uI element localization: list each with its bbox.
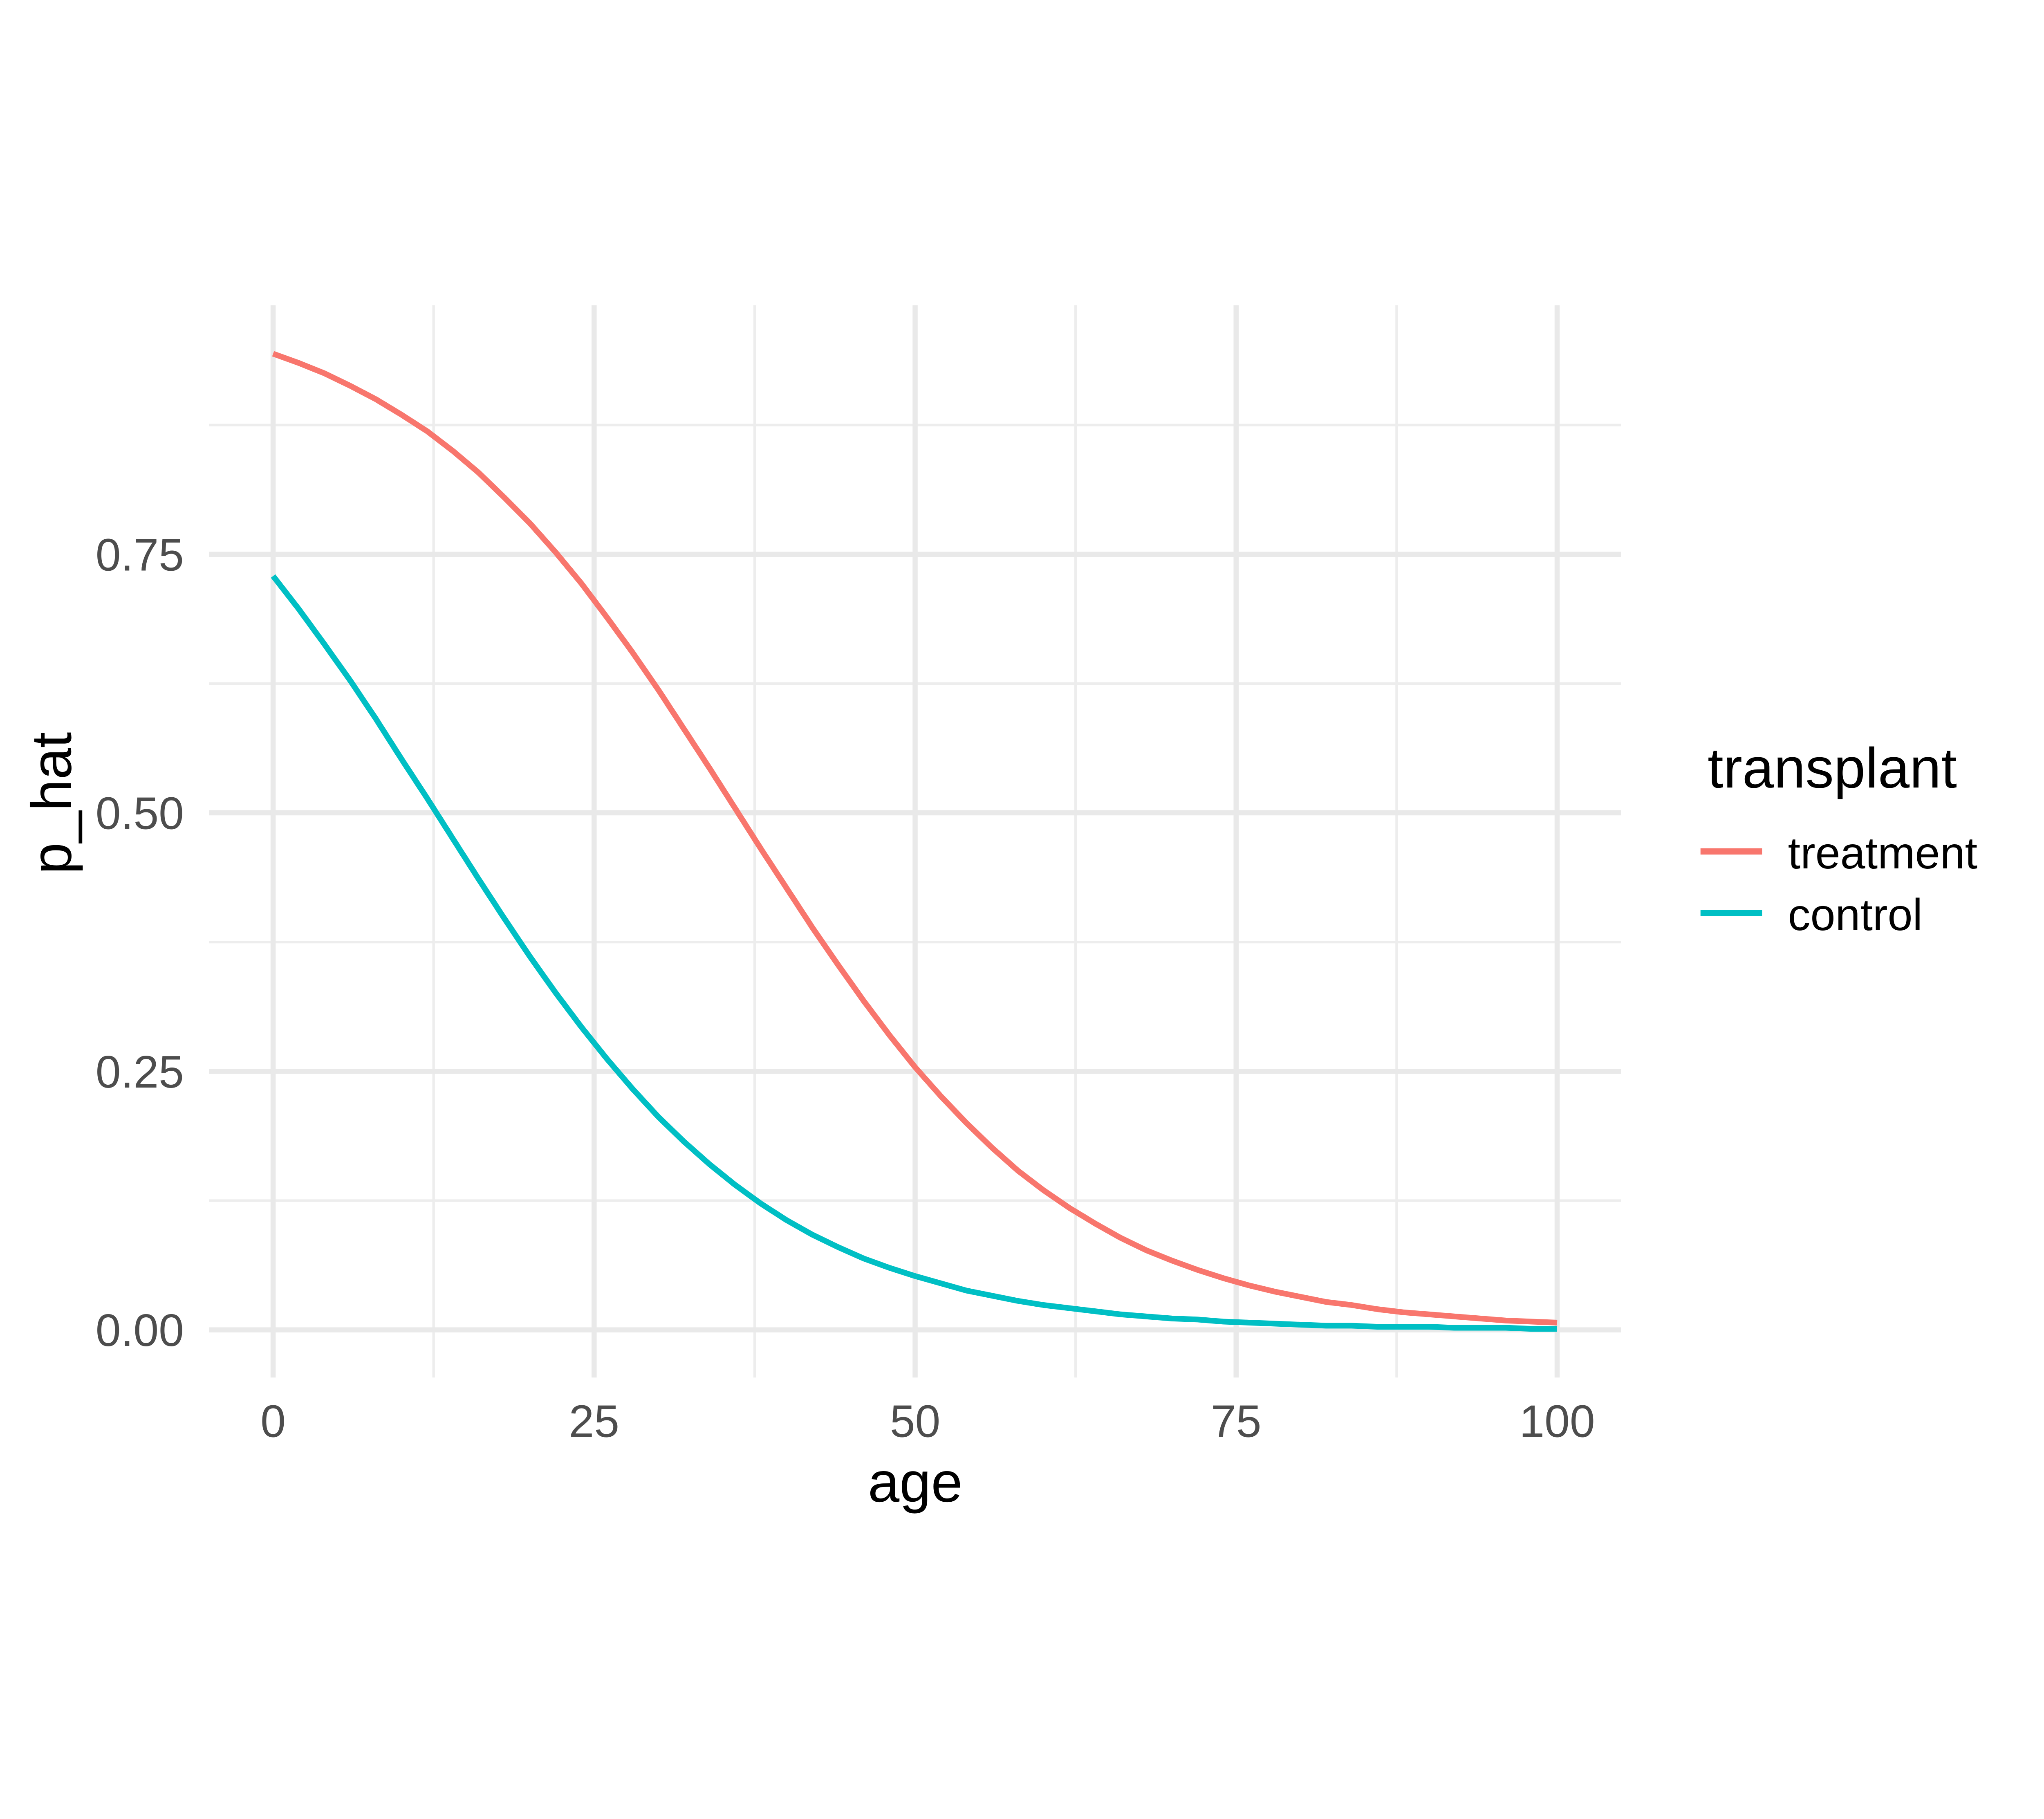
series-line-treatment bbox=[272, 351, 1558, 1326]
y-axis-title: p_hat bbox=[20, 732, 83, 875]
x-tick-label: 50 bbox=[890, 1395, 941, 1447]
x-axis-title: age bbox=[868, 1451, 963, 1514]
x-tick-label: 100 bbox=[1519, 1395, 1595, 1447]
legend-title: transplant bbox=[1708, 736, 1957, 800]
chart-background bbox=[0, 278, 2044, 1541]
y-tick-label: 0.25 bbox=[96, 1046, 184, 1097]
x-tick-label: 0 bbox=[260, 1395, 286, 1447]
series-lines bbox=[271, 351, 1558, 1332]
x-tick-label: 25 bbox=[569, 1395, 620, 1447]
legend-label-control: control bbox=[1788, 890, 1923, 940]
major-gridlines bbox=[209, 305, 1621, 1378]
series-line-control bbox=[271, 574, 1558, 1332]
y-tick-label: 0.50 bbox=[96, 788, 184, 839]
legend: transplant treatment control bbox=[1700, 736, 1977, 940]
y-axis-tick-labels: 0.00 0.25 0.50 0.75 bbox=[96, 529, 184, 1356]
legend-label-treatment: treatment bbox=[1788, 828, 1977, 878]
x-axis-tick-labels: 0 25 50 75 100 bbox=[260, 1395, 1595, 1447]
x-tick-label: 75 bbox=[1211, 1395, 1262, 1447]
y-tick-label: 0.75 bbox=[96, 529, 184, 580]
y-tick-label: 0.00 bbox=[96, 1305, 184, 1356]
